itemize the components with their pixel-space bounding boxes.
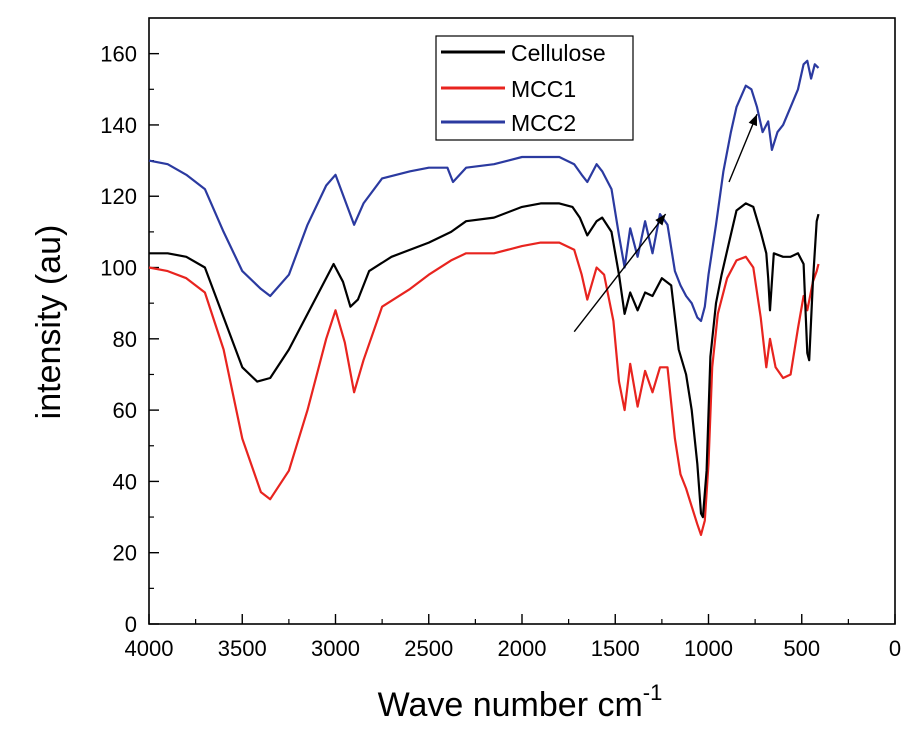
y-tick-label: 120 xyxy=(100,184,137,209)
annotation-arrow xyxy=(728,113,758,183)
x-tick-label: 500 xyxy=(783,636,820,661)
annotation-layer xyxy=(573,113,758,333)
x-tick-label: 0 xyxy=(889,636,901,661)
series-line-mcc2 xyxy=(148,59,820,323)
series-line-mcc1 xyxy=(148,241,820,536)
x-tick-label: 2500 xyxy=(404,636,453,661)
y-tick-label: 60 xyxy=(113,398,137,423)
y-tick-label: 100 xyxy=(100,256,137,281)
series-layer xyxy=(148,59,820,536)
legend-label-mcc1: MCC1 xyxy=(511,76,576,102)
legend: Cellulose MCC1 MCC2 xyxy=(435,35,634,141)
x-axis-title-main: Wave number cm xyxy=(378,686,643,724)
x-tick-label: 3000 xyxy=(311,636,360,661)
legend-label-cellulose: Cellulose xyxy=(511,40,606,66)
x-tick-label: 1500 xyxy=(591,636,640,661)
y-tick-label: 80 xyxy=(113,327,137,352)
annotation-arrow xyxy=(573,213,667,333)
legend-label-mcc2: MCC2 xyxy=(511,110,576,136)
tick-labels: 4000 3500 3000 2500 2000 1500 1000 500 0 0 20 40 60 8… xyxy=(100,42,901,661)
x-axis-title-superscript: -1 xyxy=(643,680,663,705)
y-tick-label: 0 xyxy=(125,612,137,637)
x-tick-label: 1000 xyxy=(684,636,733,661)
y-tick-label: 20 xyxy=(113,541,137,566)
y-tick-label: 40 xyxy=(113,469,137,494)
y-axis-title: intensity (au) xyxy=(30,225,68,420)
y-tick-label: 140 xyxy=(100,113,137,138)
x-axis-title: Wave number cm-1 xyxy=(378,680,663,724)
y-tick-label: 160 xyxy=(100,42,137,67)
x-tick-label: 4000 xyxy=(125,636,174,661)
x-tick-label: 3500 xyxy=(218,636,267,661)
x-tick-label: 2000 xyxy=(498,636,547,661)
series-line-cellulose xyxy=(149,202,820,519)
